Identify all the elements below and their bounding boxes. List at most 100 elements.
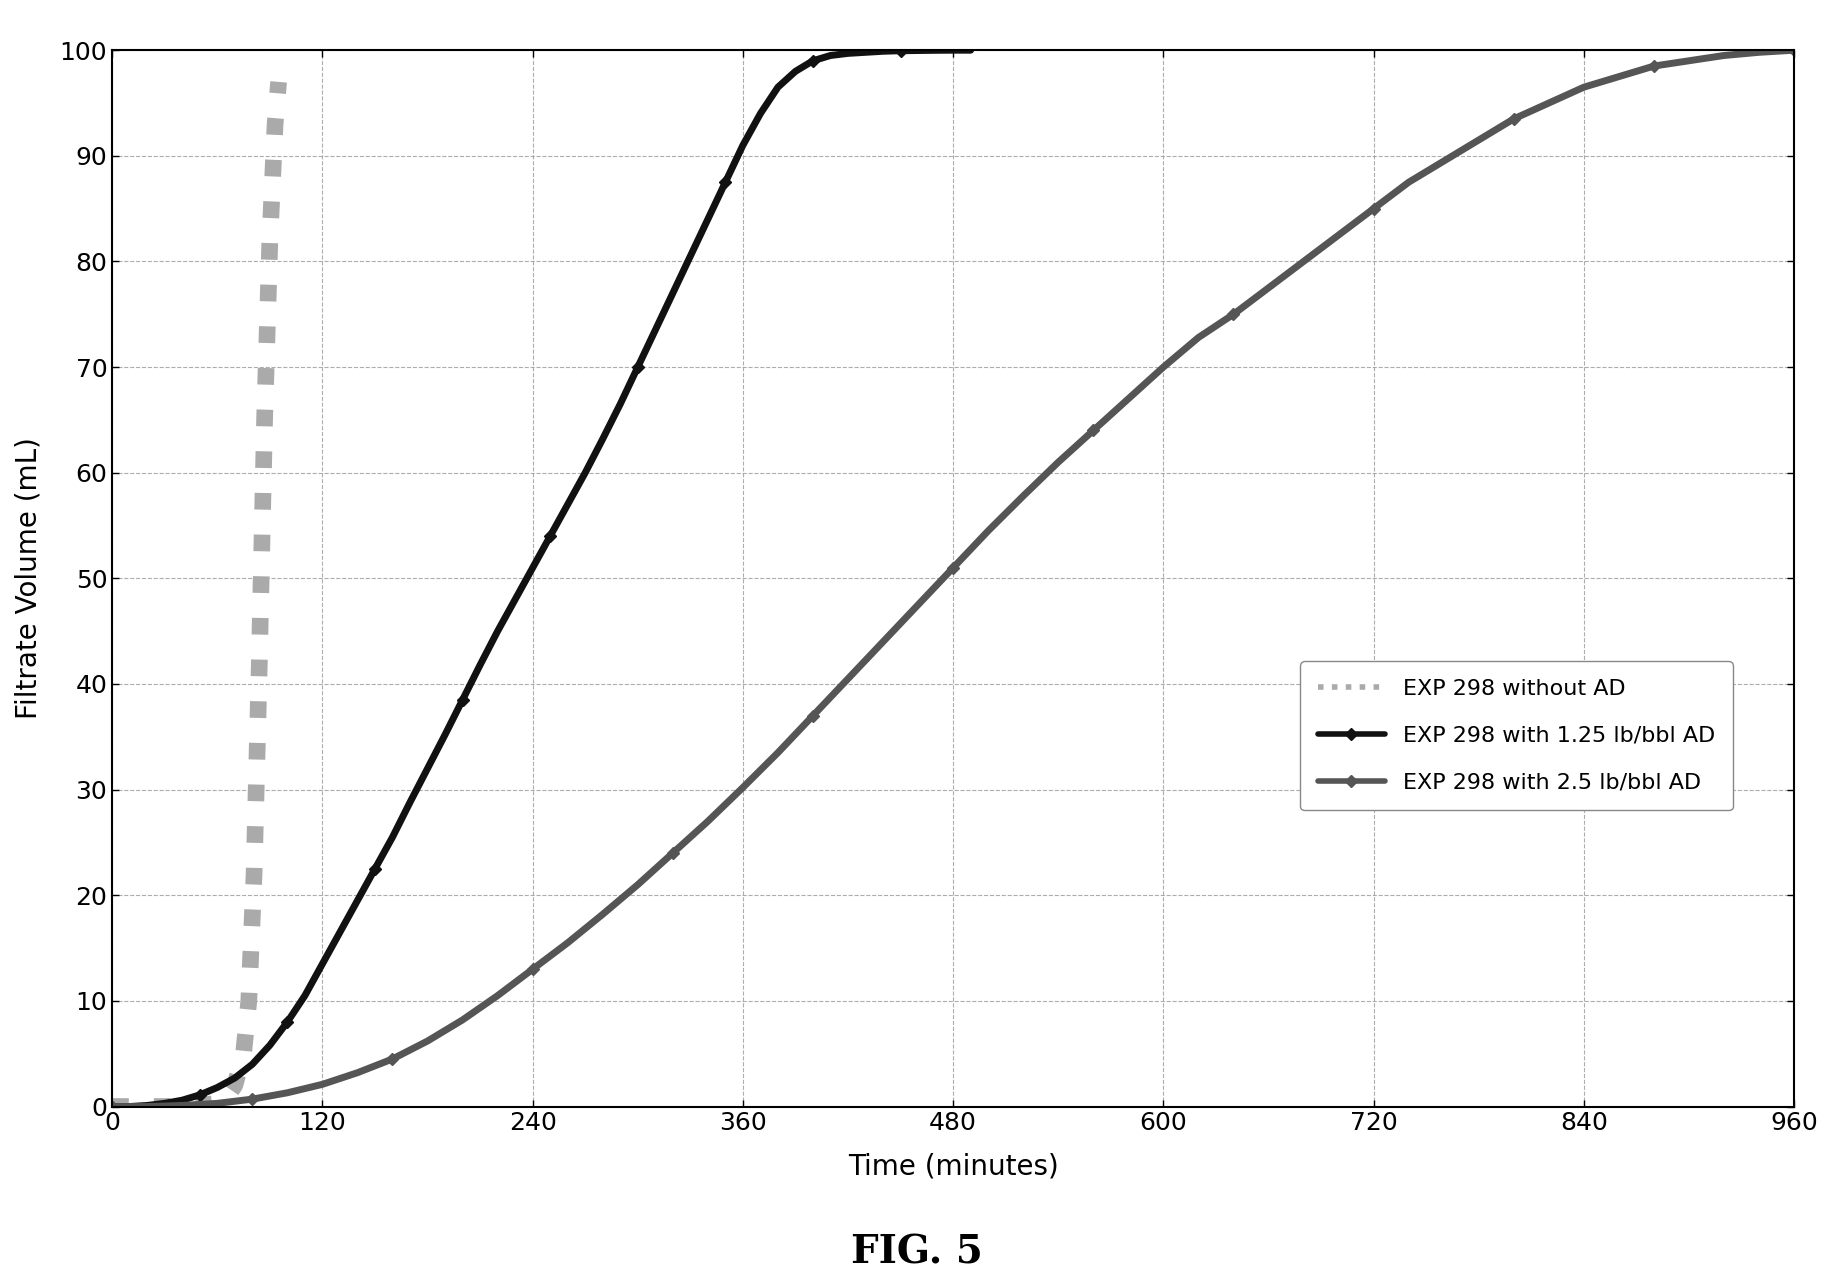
EXP 298 with 1.25 lb/bbl AD [365, 861, 387, 876]
EXP 298 with 2.5 lb/bbl AD [381, 1051, 403, 1067]
EXP 298 with 1.25 lb/bbl AD [592, 432, 614, 447]
EXP 298 with 2.5 lb/bbl AD [1467, 132, 1489, 148]
EXP 298 with 1.25 lb/bbl AD [293, 988, 315, 1004]
EXP 298 with 2.5 lb/bbl AD [416, 1033, 438, 1049]
Line: EXP 298 without AD: EXP 298 without AD [112, 82, 278, 1106]
Line: EXP 298 with 1.25 lb/bbl AD: EXP 298 with 1.25 lb/bbl AD [108, 46, 975, 1110]
EXP 298 with 2.5 lb/bbl AD [1011, 488, 1033, 504]
EXP 298 with 2.5 lb/bbl AD [346, 1065, 368, 1081]
EXP 298 without AD [238, 993, 260, 1009]
EXP 298 with 1.25 lb/bbl AD [680, 248, 702, 263]
EXP 298 with 1.25 lb/bbl AD [872, 44, 894, 59]
EXP 298 with 2.5 lb/bbl AD [1257, 280, 1279, 296]
EXP 298 without AD [247, 655, 269, 671]
EXP 298 with 2.5 lb/bbl AD [942, 560, 964, 576]
EXP 298 with 1.25 lb/bbl AD [170, 1092, 192, 1108]
EXP 298 with 1.25 lb/bbl AD [557, 497, 579, 513]
EXP 298 without AD [244, 866, 266, 882]
EXP 298 without AD [224, 1078, 245, 1094]
EXP 298 with 1.25 lb/bbl AD [485, 623, 507, 639]
EXP 298 with 1.25 lb/bbl AD [434, 727, 456, 743]
EXP 298 with 2.5 lb/bbl AD [277, 1085, 299, 1100]
EXP 298 with 2.5 lb/bbl AD [1118, 391, 1140, 406]
EXP 298 with 1.25 lb/bbl AD [889, 42, 911, 58]
EXP 298 with 2.5 lb/bbl AD [1572, 80, 1594, 95]
EXP 298 with 1.25 lb/bbl AD [819, 48, 841, 63]
EXP 298 with 1.25 lb/bbl AD [328, 924, 350, 939]
EXP 298 with 2.5 lb/bbl AD [661, 846, 683, 861]
EXP 298 without AD [101, 1099, 123, 1114]
EXP 298 with 2.5 lb/bbl AD [242, 1091, 264, 1106]
EXP 298 with 1.25 lb/bbl AD [381, 829, 403, 844]
EXP 298 with 1.25 lb/bbl AD [224, 1070, 245, 1086]
EXP 298 with 2.5 lb/bbl AD [1783, 42, 1805, 58]
EXP 298 with 2.5 lb/bbl AD [522, 961, 544, 977]
EXP 298 with 1.25 lb/bbl AD [854, 45, 876, 60]
EXP 298 without AD [264, 117, 286, 132]
EXP 298 with 1.25 lb/bbl AD [696, 212, 718, 227]
EXP 298 with 1.25 lb/bbl AD [661, 285, 683, 301]
EXP 298 with 1.25 lb/bbl AD [469, 657, 491, 672]
Text: FIG. 5: FIG. 5 [850, 1234, 982, 1272]
EXP 298 with 1.25 lb/bbl AD [451, 693, 473, 708]
EXP 298 with 2.5 lb/bbl AD [136, 1099, 158, 1114]
EXP 298 with 1.25 lb/bbl AD [119, 1099, 141, 1114]
EXP 298 with 2.5 lb/bbl AD [1607, 69, 1629, 85]
EXP 298 with 2.5 lb/bbl AD [485, 988, 507, 1004]
EXP 298 with 2.5 lb/bbl AD [557, 935, 579, 951]
X-axis label: Time (minutes): Time (minutes) [848, 1153, 1057, 1180]
EXP 298 with 1.25 lb/bbl AD [784, 64, 806, 80]
EXP 298 without AD [233, 1046, 255, 1061]
EXP 298 without AD [214, 1091, 236, 1106]
EXP 298 with 2.5 lb/bbl AD [1326, 227, 1348, 243]
EXP 298 with 1.25 lb/bbl AD [608, 396, 630, 411]
EXP 298 with 2.5 lb/bbl AD [1676, 53, 1698, 68]
EXP 298 with 2.5 lb/bbl AD [837, 671, 859, 686]
EXP 298 with 1.25 lb/bbl AD [923, 42, 945, 58]
EXP 298 with 1.25 lb/bbl AD [573, 465, 595, 481]
EXP 298 with 2.5 lb/bbl AD [1081, 423, 1103, 438]
EXP 298 with 2.5 lb/bbl AD [1537, 95, 1559, 111]
EXP 298 with 1.25 lb/bbl AD [277, 1014, 299, 1029]
EXP 298 with 1.25 lb/bbl AD [731, 137, 753, 153]
EXP 298 with 1.25 lb/bbl AD [189, 1087, 211, 1103]
EXP 298 with 1.25 lb/bbl AD [942, 42, 964, 58]
EXP 298 with 2.5 lb/bbl AD [207, 1096, 229, 1112]
EXP 298 with 2.5 lb/bbl AD [1398, 175, 1420, 190]
EXP 298 with 1.25 lb/bbl AD [907, 42, 929, 58]
EXP 298 with 2.5 lb/bbl AD [976, 523, 998, 538]
EXP 298 with 2.5 lb/bbl AD [731, 780, 753, 795]
EXP 298 with 1.25 lb/bbl AD [837, 46, 859, 62]
EXP 298 with 2.5 lb/bbl AD [311, 1077, 333, 1092]
EXP 298 with 1.25 lb/bbl AD [643, 323, 665, 338]
Y-axis label: Filtrate Volume (mL): Filtrate Volume (mL) [15, 437, 42, 720]
EXP 298 without AD [154, 1099, 176, 1114]
Line: EXP 298 with 2.5 lb/bbl AD: EXP 298 with 2.5 lb/bbl AD [108, 46, 1797, 1110]
EXP 298 with 2.5 lb/bbl AD [451, 1013, 473, 1028]
EXP 298 with 2.5 lb/bbl AD [627, 876, 649, 892]
EXP 298 with 2.5 lb/bbl AD [696, 813, 718, 829]
EXP 298 with 1.25 lb/bbl AD [242, 1056, 264, 1072]
EXP 298 with 1.25 lb/bbl AD [714, 175, 736, 190]
EXP 298 with 2.5 lb/bbl AD [1641, 58, 1663, 73]
EXP 298 with 2.5 lb/bbl AD [170, 1097, 192, 1113]
EXP 298 with 1.25 lb/bbl AD [258, 1037, 280, 1052]
EXP 298 with 2.5 lb/bbl AD [1187, 330, 1209, 346]
EXP 298 with 1.25 lb/bbl AD [539, 528, 561, 544]
EXP 298 with 2.5 lb/bbl AD [1222, 307, 1244, 323]
EXP 298 with 2.5 lb/bbl AD [1292, 253, 1314, 269]
EXP 298 with 1.25 lb/bbl AD [416, 761, 438, 776]
EXP 298 with 1.25 lb/bbl AD [749, 105, 771, 121]
EXP 298 with 2.5 lb/bbl AD [872, 634, 894, 649]
EXP 298 with 1.25 lb/bbl AD [960, 42, 982, 58]
EXP 298 with 1.25 lb/bbl AD [207, 1079, 229, 1095]
EXP 298 with 2.5 lb/bbl AD [1046, 455, 1068, 470]
EXP 298 with 1.25 lb/bbl AD [311, 956, 333, 971]
EXP 298 with 2.5 lb/bbl AD [1748, 45, 1770, 60]
EXP 298 without AD [253, 412, 275, 428]
Legend: EXP 298 without AD, EXP 298 with 1.25 lb/bbl AD, EXP 298 with 2.5 lb/bbl AD: EXP 298 without AD, EXP 298 with 1.25 lb… [1299, 662, 1731, 811]
EXP 298 with 1.25 lb/bbl AD [154, 1096, 176, 1112]
EXP 298 with 2.5 lb/bbl AD [766, 745, 788, 761]
EXP 298 with 2.5 lb/bbl AD [1152, 360, 1174, 375]
EXP 298 with 2.5 lb/bbl AD [907, 598, 929, 613]
